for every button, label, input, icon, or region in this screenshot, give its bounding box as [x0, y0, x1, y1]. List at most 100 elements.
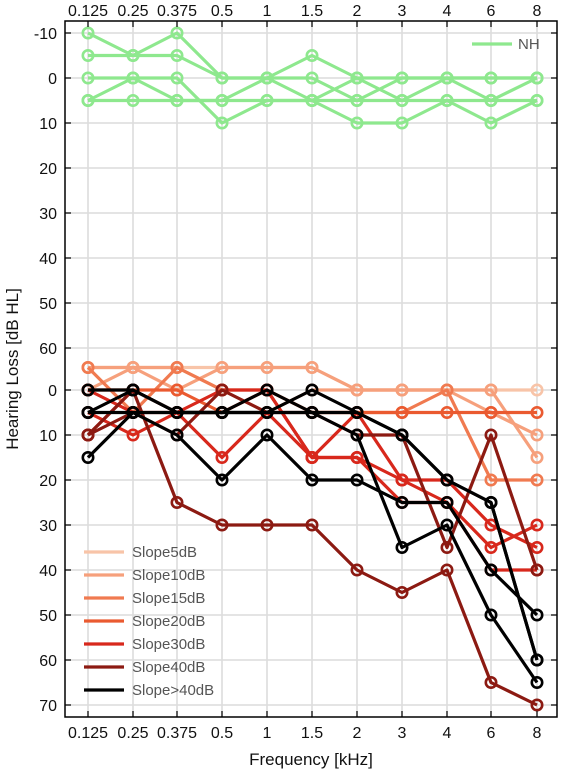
- data-point: [530, 450, 544, 464]
- y-tick-label: 0: [48, 71, 57, 88]
- data-point: [350, 71, 364, 85]
- legend-label: Slope30dB: [132, 636, 205, 653]
- data-point: [530, 563, 544, 577]
- data-point: [305, 405, 319, 419]
- series-line: [87, 76, 537, 103]
- data-point: [350, 428, 364, 442]
- legend-label: Slope20dB: [132, 613, 205, 630]
- y-tick-label: 30: [39, 206, 57, 223]
- y-tick-label: 60: [39, 341, 57, 358]
- legend-label: Slope10dB: [132, 567, 205, 584]
- data-point: [215, 405, 229, 419]
- y-tick-label: 10: [39, 116, 57, 133]
- y-tick-label: 50: [39, 296, 57, 313]
- data-point: [81, 405, 95, 419]
- legend-label: Slope15dB: [132, 590, 205, 607]
- data-point: [484, 116, 498, 130]
- data-point: [484, 383, 498, 397]
- data-point: [530, 473, 544, 487]
- y-tick-label: 20: [39, 161, 57, 178]
- data-series: [81, 26, 544, 712]
- data-point: [440, 405, 454, 419]
- data-point: [440, 383, 454, 397]
- x-tick-label-bottom: 4: [443, 725, 452, 742]
- data-point: [126, 383, 140, 397]
- data-point: [350, 473, 364, 487]
- series-line: [88, 53, 538, 103]
- x-tick-label-top: 1.5: [301, 3, 323, 20]
- series-line: [86, 388, 538, 707]
- x-tick-label-bottom: 0.375: [157, 725, 197, 742]
- x-tick-label-top: 0.375: [157, 3, 197, 20]
- data-point: [530, 653, 544, 667]
- data-point: [81, 383, 95, 397]
- data-point: [215, 116, 229, 130]
- data-point: [260, 428, 274, 442]
- x-tick-label-top: 0.5: [211, 3, 233, 20]
- data-point: [530, 540, 544, 554]
- series-line: [87, 388, 539, 661]
- data-point: [126, 94, 140, 108]
- x-tick-label-bottom: 0.5: [211, 725, 233, 742]
- legend-lower: Slope5dB Slope10dB Slope15dB Slope20dB Slope…: [84, 544, 214, 699]
- data-point: [395, 495, 409, 509]
- data-point: [350, 94, 364, 108]
- data-point: [530, 428, 544, 442]
- data-point: [215, 473, 229, 487]
- data-point: [81, 360, 95, 374]
- data-point: [440, 71, 454, 85]
- y-tick-label: 10: [39, 428, 57, 445]
- data-point: [305, 383, 319, 397]
- data-point: [395, 428, 409, 442]
- data-point: [215, 518, 229, 532]
- x-axis-title: Frequency [kHz]: [249, 750, 373, 769]
- x-tick-label-bottom: 1.5: [301, 725, 323, 742]
- data-point: [170, 360, 184, 374]
- legend-label: Slope5dB: [132, 544, 197, 561]
- data-point: [395, 540, 409, 554]
- data-point: [484, 405, 498, 419]
- data-point: [484, 563, 498, 577]
- legends: NHSlope5dBSlope10dBSlope15dBSlope20dBSlo…: [84, 36, 540, 699]
- plot-frame: [64, 20, 558, 718]
- nh-series-4: [81, 71, 544, 108]
- data-point: [215, 360, 229, 374]
- x-tick-label-top: 8: [533, 3, 542, 20]
- x-tick-label-bottom: 1: [263, 725, 272, 742]
- data-point: [395, 94, 409, 108]
- data-point: [81, 428, 95, 442]
- data-point: [350, 563, 364, 577]
- x-tick-label-bottom: 0.125: [68, 725, 108, 742]
- x-tick-label-bottom: 6: [487, 725, 496, 742]
- data-point: [305, 94, 319, 108]
- legend-label: Slope>40dB: [132, 682, 214, 699]
- data-point: [126, 405, 140, 419]
- y-tick-label: 40: [39, 251, 57, 268]
- series-line: [88, 410, 539, 617]
- data-point: [170, 428, 184, 442]
- data-point: [170, 383, 184, 397]
- y-tick-label: 0: [48, 383, 57, 400]
- data-point: [260, 518, 274, 532]
- data-point: [530, 698, 544, 712]
- data-point: [126, 48, 140, 62]
- data-point: [440, 540, 454, 554]
- data-point: [350, 405, 364, 419]
- data-point: [530, 518, 544, 532]
- data-point: [350, 450, 364, 464]
- data-point: [260, 405, 274, 419]
- data-point: [440, 495, 454, 509]
- data-point: [81, 48, 95, 62]
- ticks: 0.125 0.125 0.25 0.25 0.375 0.375 0.5 0.5 1 1 1.5 1…: [34, 3, 557, 742]
- legend-label: NH: [518, 36, 540, 53]
- data-point: [126, 71, 140, 85]
- legend-label: Slope40dB: [132, 659, 205, 676]
- data-point: [260, 94, 274, 108]
- data-point: [170, 94, 184, 108]
- y-tick-label: 30: [39, 518, 57, 535]
- data-point: [440, 563, 454, 577]
- x-tick-label-top: 1: [263, 3, 272, 20]
- data-point: [215, 450, 229, 464]
- data-point: [395, 473, 409, 487]
- data-point: [530, 675, 544, 689]
